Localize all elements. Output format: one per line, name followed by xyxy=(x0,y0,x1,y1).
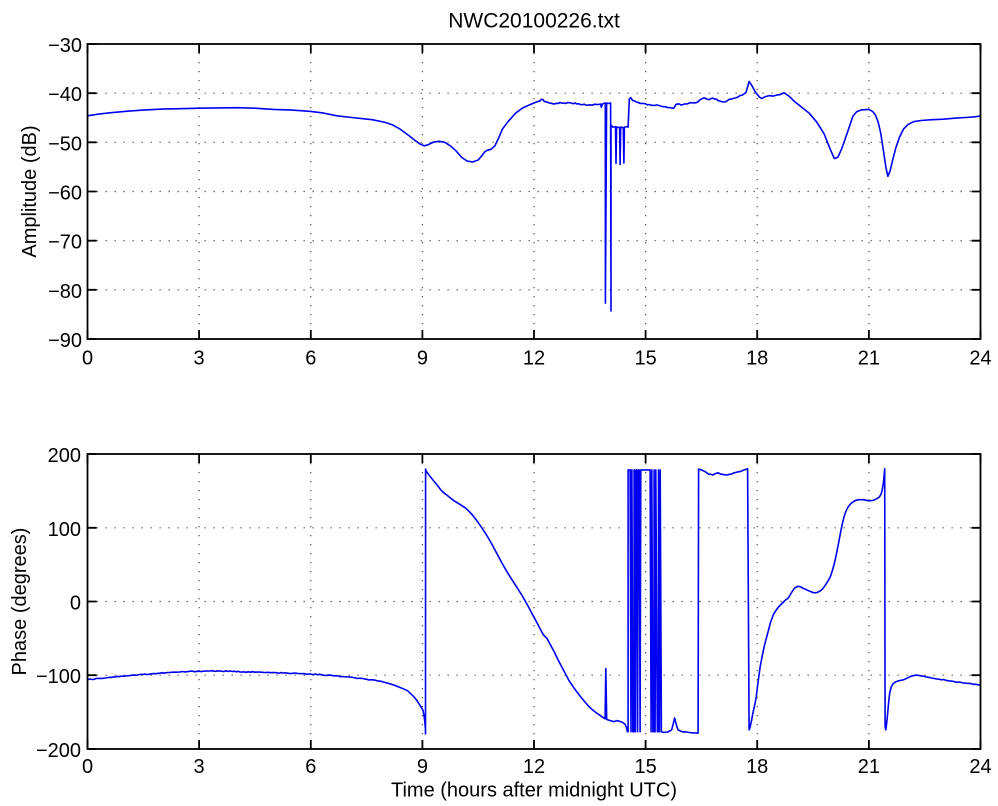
svg-text:−100: −100 xyxy=(36,666,81,688)
svg-text:Phase (degrees): Phase (degrees) xyxy=(9,528,31,676)
svg-text:15: 15 xyxy=(634,347,656,369)
svg-text:24: 24 xyxy=(969,756,991,778)
svg-text:12: 12 xyxy=(523,756,545,778)
svg-text:−50: −50 xyxy=(48,133,82,155)
svg-text:3: 3 xyxy=(194,347,205,369)
svg-text:−40: −40 xyxy=(48,84,82,106)
svg-text:0: 0 xyxy=(70,593,81,615)
svg-text:18: 18 xyxy=(746,756,768,778)
svg-text:6: 6 xyxy=(305,347,316,369)
svg-text:−30: −30 xyxy=(48,35,82,57)
svg-text:200: 200 xyxy=(48,445,81,467)
svg-text:100: 100 xyxy=(48,519,81,541)
svg-text:0: 0 xyxy=(82,347,93,369)
svg-text:21: 21 xyxy=(858,756,880,778)
svg-text:15: 15 xyxy=(634,756,656,778)
svg-text:0: 0 xyxy=(82,756,93,778)
svg-text:−60: −60 xyxy=(48,183,82,205)
svg-text:−80: −80 xyxy=(48,281,82,303)
svg-text:NWC20100226.txt: NWC20100226.txt xyxy=(448,10,620,33)
svg-text:Amplitude (dB): Amplitude (dB) xyxy=(19,125,41,257)
svg-text:12: 12 xyxy=(523,347,545,369)
svg-text:18: 18 xyxy=(746,347,768,369)
svg-text:−200: −200 xyxy=(36,740,81,762)
svg-text:−90: −90 xyxy=(48,330,82,352)
svg-text:−70: −70 xyxy=(48,232,82,254)
svg-text:9: 9 xyxy=(417,756,428,778)
svg-text:Time (hours after midnight UTC: Time (hours after midnight UTC) xyxy=(391,780,677,802)
svg-text:3: 3 xyxy=(194,756,205,778)
svg-text:9: 9 xyxy=(417,347,428,369)
svg-text:21: 21 xyxy=(858,347,880,369)
svg-text:6: 6 xyxy=(305,756,316,778)
svg-text:24: 24 xyxy=(969,347,991,369)
